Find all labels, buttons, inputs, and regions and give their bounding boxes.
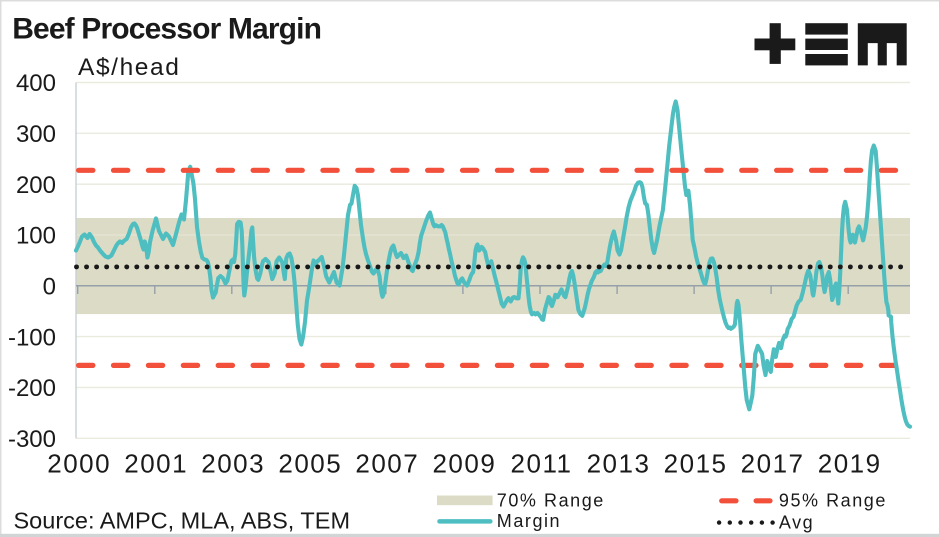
svg-text:2003: 2003 <box>201 449 265 479</box>
svg-text:400: 400 <box>16 70 56 97</box>
svg-text:2000: 2000 <box>47 449 111 479</box>
svg-text:2019: 2019 <box>818 449 882 479</box>
svg-text:-200: -200 <box>8 375 56 402</box>
svg-text:100: 100 <box>16 223 56 250</box>
svg-text:Beef Processor Margin: Beef Processor Margin <box>12 13 321 46</box>
svg-text:2005: 2005 <box>278 449 342 479</box>
svg-text:70% Range: 70% Range <box>497 490 605 510</box>
svg-text:95% Range: 95% Range <box>779 491 887 511</box>
svg-text:-300: -300 <box>8 426 56 453</box>
svg-text:200: 200 <box>16 172 56 199</box>
svg-text:2009: 2009 <box>432 449 496 479</box>
svg-text:Avg: Avg <box>779 512 814 532</box>
svg-text:2011: 2011 <box>511 449 573 479</box>
svg-text:Margin: Margin <box>497 511 561 531</box>
svg-text:-100: -100 <box>8 324 56 351</box>
svg-text:A$/head: A$/head <box>78 54 180 81</box>
svg-text:2017: 2017 <box>741 449 805 479</box>
svg-text:2013: 2013 <box>587 449 651 479</box>
svg-text:2007: 2007 <box>355 449 419 479</box>
svg-text:Source: AMPC, MLA, ABS, TEM: Source: AMPC, MLA, ABS, TEM <box>14 507 351 533</box>
svg-text:2015: 2015 <box>664 449 728 479</box>
svg-text:2001: 2001 <box>124 449 188 479</box>
svg-text:0: 0 <box>43 274 56 301</box>
svg-text:300: 300 <box>16 121 56 148</box>
